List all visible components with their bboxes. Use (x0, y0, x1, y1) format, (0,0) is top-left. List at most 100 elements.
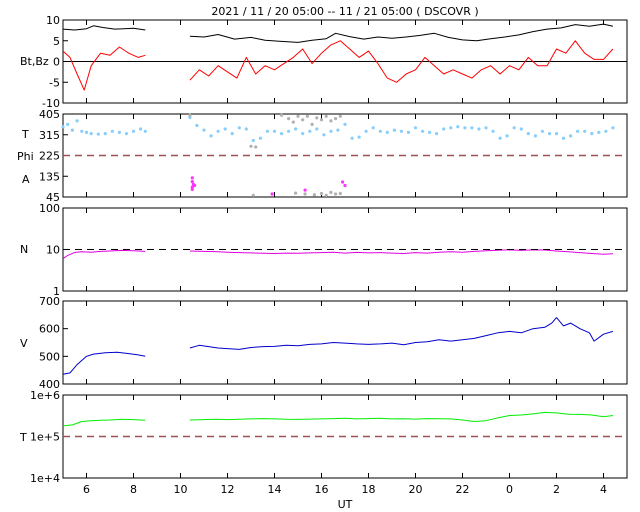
temperature-series-line (189, 411, 613, 422)
theta-gap-point (312, 193, 316, 197)
theta-gap-point (305, 114, 309, 118)
theta-point (406, 130, 410, 134)
y-tick-label: 5 (53, 35, 60, 48)
phi-axis-label: Phi (17, 150, 34, 163)
y-tick-label: -10 (42, 97, 60, 110)
theta-point (519, 127, 523, 131)
theta-point (371, 126, 375, 130)
y-tick-label: 1 (53, 285, 60, 298)
theta-point (604, 129, 608, 133)
panel-density-y-ticks: 100 10 1 (39, 202, 68, 298)
v-axis-label: V (20, 337, 28, 350)
y-tick-label: 10 (46, 244, 60, 257)
panel-temperature-y-ticks: 1e+6 1e+5 1e+4 (30, 389, 68, 485)
theta-point (470, 126, 474, 130)
phi-point (190, 187, 194, 191)
panel-speed-x-ticks (86, 301, 604, 384)
theta-point (139, 127, 143, 131)
theta-point (258, 136, 262, 140)
panel-field-direction-y-ticks: 405 315 225 135 45 (39, 108, 68, 204)
theta-point (456, 125, 460, 129)
y-tick-label: 45 (46, 191, 60, 204)
theta-gap-point (338, 191, 342, 196)
panel-speed-series (62, 317, 614, 375)
temperature-axis-label: T (19, 431, 27, 444)
y-tick-label: -5 (49, 76, 60, 89)
theta-point (89, 132, 93, 136)
theta-gap-point (334, 192, 338, 196)
panel-temperature: 1e+6 1e+5 1e+4 T (19, 389, 628, 485)
theta-point (265, 129, 269, 133)
theta-point (322, 133, 326, 137)
y-tick-label: 700 (39, 295, 60, 308)
phi-point (343, 183, 347, 188)
theta-point (308, 129, 312, 133)
theta-gap-point (280, 113, 284, 117)
theta-gap-point (188, 113, 192, 117)
theta-gap-point (310, 122, 314, 126)
theta-gap-point (315, 116, 319, 120)
x-tick-label: 18 (362, 483, 376, 496)
x-tick-label: 10 (174, 483, 188, 496)
theta-gap-point (303, 192, 307, 196)
theta-gap-point (329, 119, 333, 123)
theta-point (547, 132, 552, 136)
theta-point (477, 127, 481, 131)
theta-point (301, 132, 305, 136)
theta-point (75, 119, 79, 123)
density-series-line (189, 249, 613, 255)
theta-point (80, 129, 84, 133)
theta-point (561, 136, 566, 140)
theta-point (526, 132, 530, 136)
theta-point (385, 130, 389, 134)
theta-point (498, 136, 502, 140)
phi-point (190, 180, 194, 184)
panel-magnetic-field-series (62, 23, 614, 91)
phi-point (190, 176, 194, 180)
panel-speed-frame (62, 300, 628, 385)
panel-magnetic-field-y-ticks: 10 5 0 -5 -10 (42, 14, 68, 110)
x-tick-label: 20 (409, 483, 423, 496)
y-tick-label: 225 (39, 150, 60, 163)
x-tick-label: 4 (600, 483, 607, 496)
temperature-series-line (62, 418, 146, 427)
panel-speed-y-ticks: 700 600 500 400 (39, 295, 68, 391)
theta-point (364, 129, 368, 133)
density-series-line (62, 249, 146, 260)
x-tick-label: 0 (506, 483, 513, 496)
theta-point (70, 128, 74, 132)
theta-point (590, 132, 594, 136)
theta-gap-point (334, 117, 338, 121)
theta-point (597, 130, 601, 134)
theta-point (315, 127, 319, 131)
speed-series-line (189, 317, 614, 350)
theta-point (533, 134, 538, 138)
theta-point (540, 129, 545, 133)
theta-point (505, 134, 509, 138)
x-tick-label: 8 (130, 483, 137, 496)
theta-gap-point (287, 117, 291, 121)
chart-title: 2021 / 11 / 20 05:00 -- 11 / 21 05:00 ( … (211, 5, 478, 18)
theta-point (512, 126, 516, 130)
panel-magnetic-field: 10 5 0 -5 -10 Bt,Bz (20, 14, 628, 110)
x-axis-tick-labels: 6 8 10 12 14 16 18 20 22 0 2 4 (83, 483, 607, 496)
bt-series-line (62, 25, 146, 31)
theta-point (117, 130, 121, 134)
theta-point (110, 129, 114, 133)
theta-gap-point (329, 190, 333, 194)
bz-series-line (62, 46, 146, 91)
bt-bz-axis-label: Bt,Bz (20, 55, 49, 68)
theta-point (449, 126, 453, 130)
bz-series-line (189, 40, 614, 83)
theta-gap-point (301, 118, 305, 122)
theta-point (223, 127, 227, 131)
theta-point (484, 126, 488, 130)
theta-point (237, 126, 241, 130)
theta-gap-point (324, 193, 328, 197)
x-tick-label: 2 (553, 483, 560, 496)
theta-gap-point (251, 193, 255, 197)
x-tick-label: 6 (83, 483, 90, 496)
panel-field-direction-points (61, 113, 615, 197)
panel-density-x-ticks (86, 208, 604, 291)
